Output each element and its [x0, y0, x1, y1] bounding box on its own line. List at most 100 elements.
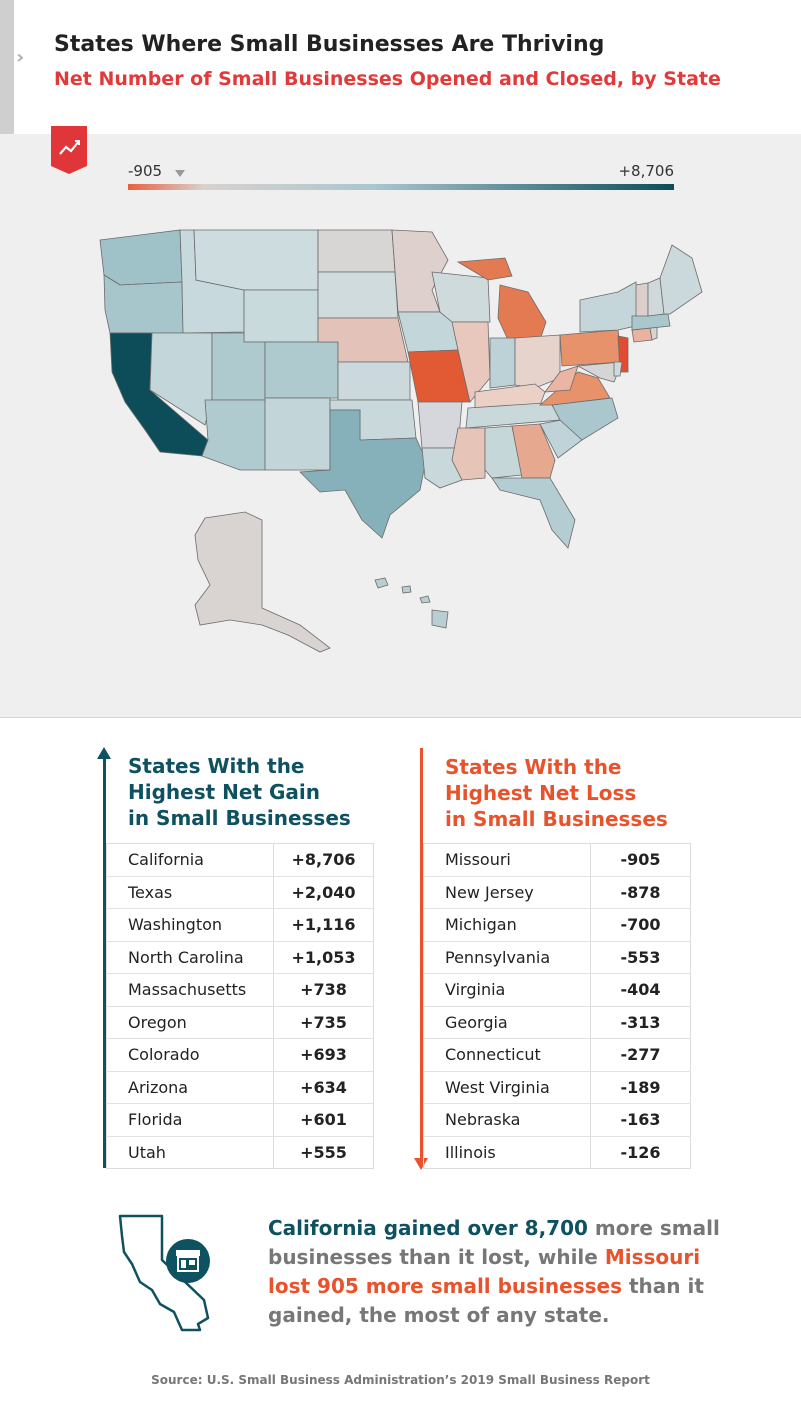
state-name: Virginia — [423, 973, 591, 1007]
state-value: -126 — [590, 1136, 691, 1169]
state-name: Pennsylvania — [423, 941, 591, 974]
state-value: -553 — [590, 941, 691, 974]
state-value: -404 — [590, 973, 691, 1007]
table-row: Washington +1,116 — [106, 908, 374, 942]
gain-table: California +8,706 Texas +2,040 Washington +… — [106, 843, 374, 1169]
state-south-dakota — [317, 271, 399, 319]
summary-end: than it gained, the most of any state. — [268, 1274, 704, 1327]
state-value: +2,040 — [273, 876, 374, 909]
state-value: -313 — [590, 1006, 691, 1039]
state-value: +555 — [273, 1136, 374, 1169]
state-name: Oregon — [106, 1006, 274, 1039]
table-row: Pennsylvania -553 — [423, 941, 691, 974]
table-row: Texas +2,040 — [106, 876, 374, 909]
state-name: California — [106, 843, 274, 877]
gain-heading-line: States With the — [128, 754, 305, 778]
state-texas — [299, 409, 427, 539]
table-row: Oregon +735 — [106, 1006, 374, 1039]
state-oregon — [103, 274, 184, 334]
state-washington — [99, 229, 183, 286]
table-row: Michigan -700 — [423, 908, 691, 942]
state-illinois — [451, 321, 491, 403]
state-name: New Jersey — [423, 876, 591, 909]
table-row: Connecticut -277 — [423, 1038, 691, 1072]
state-alabama — [484, 425, 523, 479]
state-kentucky — [474, 383, 546, 409]
table-row: New Jersey -878 — [423, 876, 691, 909]
loss-heading-line: Highest Net Loss — [445, 781, 637, 805]
state-value: +1,053 — [273, 941, 374, 974]
source-note: Source: U.S. Small Business Administrati… — [151, 1373, 650, 1387]
table-row: Colorado +693 — [106, 1038, 374, 1072]
gain-heading-line: in Small Businesses — [128, 806, 351, 830]
state-name: Michigan — [423, 908, 591, 942]
state-pennsylvania — [559, 329, 623, 367]
table-row: Missouri -905 — [423, 843, 691, 877]
table-row: Nebraska -163 — [423, 1103, 691, 1137]
state-name: Arizona — [106, 1071, 274, 1104]
state-hawaii — [374, 577, 449, 629]
california-outline-icon — [118, 1214, 210, 1332]
state-name: Washington — [106, 908, 274, 942]
state-value: +8,706 — [273, 843, 374, 877]
state-michigan-upper — [456, 257, 513, 281]
state-name: Florida — [106, 1103, 274, 1137]
state-name: Nebraska — [423, 1103, 591, 1137]
state-value: -163 — [590, 1103, 691, 1137]
storefront-icon — [166, 1239, 210, 1283]
state-kansas — [337, 361, 411, 401]
state-value: +738 — [273, 973, 374, 1007]
legend-gradient-bar — [128, 184, 674, 190]
state-value: +634 — [273, 1071, 374, 1104]
state-name: Massachusetts — [106, 973, 274, 1007]
state-value: -878 — [590, 876, 691, 909]
table-row: Massachusetts +738 — [106, 973, 374, 1007]
table-row: Arizona +634 — [106, 1071, 374, 1104]
state-value: -189 — [590, 1071, 691, 1104]
state-maine — [659, 244, 703, 315]
legend-min-label: -905 — [128, 162, 163, 180]
state-ohio — [514, 334, 561, 389]
header-accent-stripe — [0, 0, 14, 134]
table-row: Georgia -313 — [423, 1006, 691, 1039]
table-row: Virginia -404 — [423, 973, 691, 1007]
state-name: North Carolina — [106, 941, 274, 974]
state-value: -700 — [590, 908, 691, 942]
summary-middle: more small businesses than it lost, whil… — [268, 1216, 720, 1269]
table-row: West Virginia -189 — [423, 1071, 691, 1104]
legend-marker-icon — [175, 170, 185, 177]
chevron-right-icon: ›› — [16, 47, 24, 68]
state-montana — [193, 229, 319, 291]
state-value: +735 — [273, 1006, 374, 1039]
summary-text: California gained over 8,700 more small … — [268, 1214, 738, 1330]
table-row: North Carolina +1,053 — [106, 941, 374, 974]
arrow-up-icon — [97, 747, 111, 759]
state-wyoming — [243, 289, 319, 343]
state-value: +693 — [273, 1038, 374, 1072]
state-name: Texas — [106, 876, 274, 909]
state-name: Connecticut — [423, 1038, 591, 1072]
state-value: +601 — [273, 1103, 374, 1137]
legend-max-label: +8,706 — [618, 162, 674, 180]
state-alaska — [194, 511, 331, 653]
state-name: Missouri — [423, 843, 591, 877]
state-arizona — [201, 399, 266, 471]
loss-arrow-line — [420, 748, 423, 1160]
state-connecticut — [631, 327, 653, 343]
state-florida — [491, 477, 576, 549]
gain-arrow-line — [103, 758, 106, 1168]
loss-table: Missouri -905 New Jersey -878 Michigan -700… — [423, 843, 691, 1169]
state-new-mexico — [264, 397, 331, 471]
table-row: Illinois -126 — [424, 1136, 691, 1169]
state-name: Utah — [128, 1142, 166, 1162]
table-row: California +8,706 — [106, 843, 374, 877]
gain-heading: States With the Highest Net Gain in Smal… — [128, 753, 351, 831]
state-name: Colorado — [106, 1038, 274, 1072]
state-vermont — [635, 282, 649, 317]
loss-heading-line: in Small Businesses — [445, 807, 668, 831]
state-value: +1,116 — [273, 908, 374, 942]
summary-california: California gained over 8,700 — [268, 1216, 588, 1240]
state-new-york — [579, 281, 641, 333]
summary-missouri: Missouri lost 905 more small businesses — [268, 1245, 701, 1298]
state-value: -277 — [590, 1038, 691, 1072]
